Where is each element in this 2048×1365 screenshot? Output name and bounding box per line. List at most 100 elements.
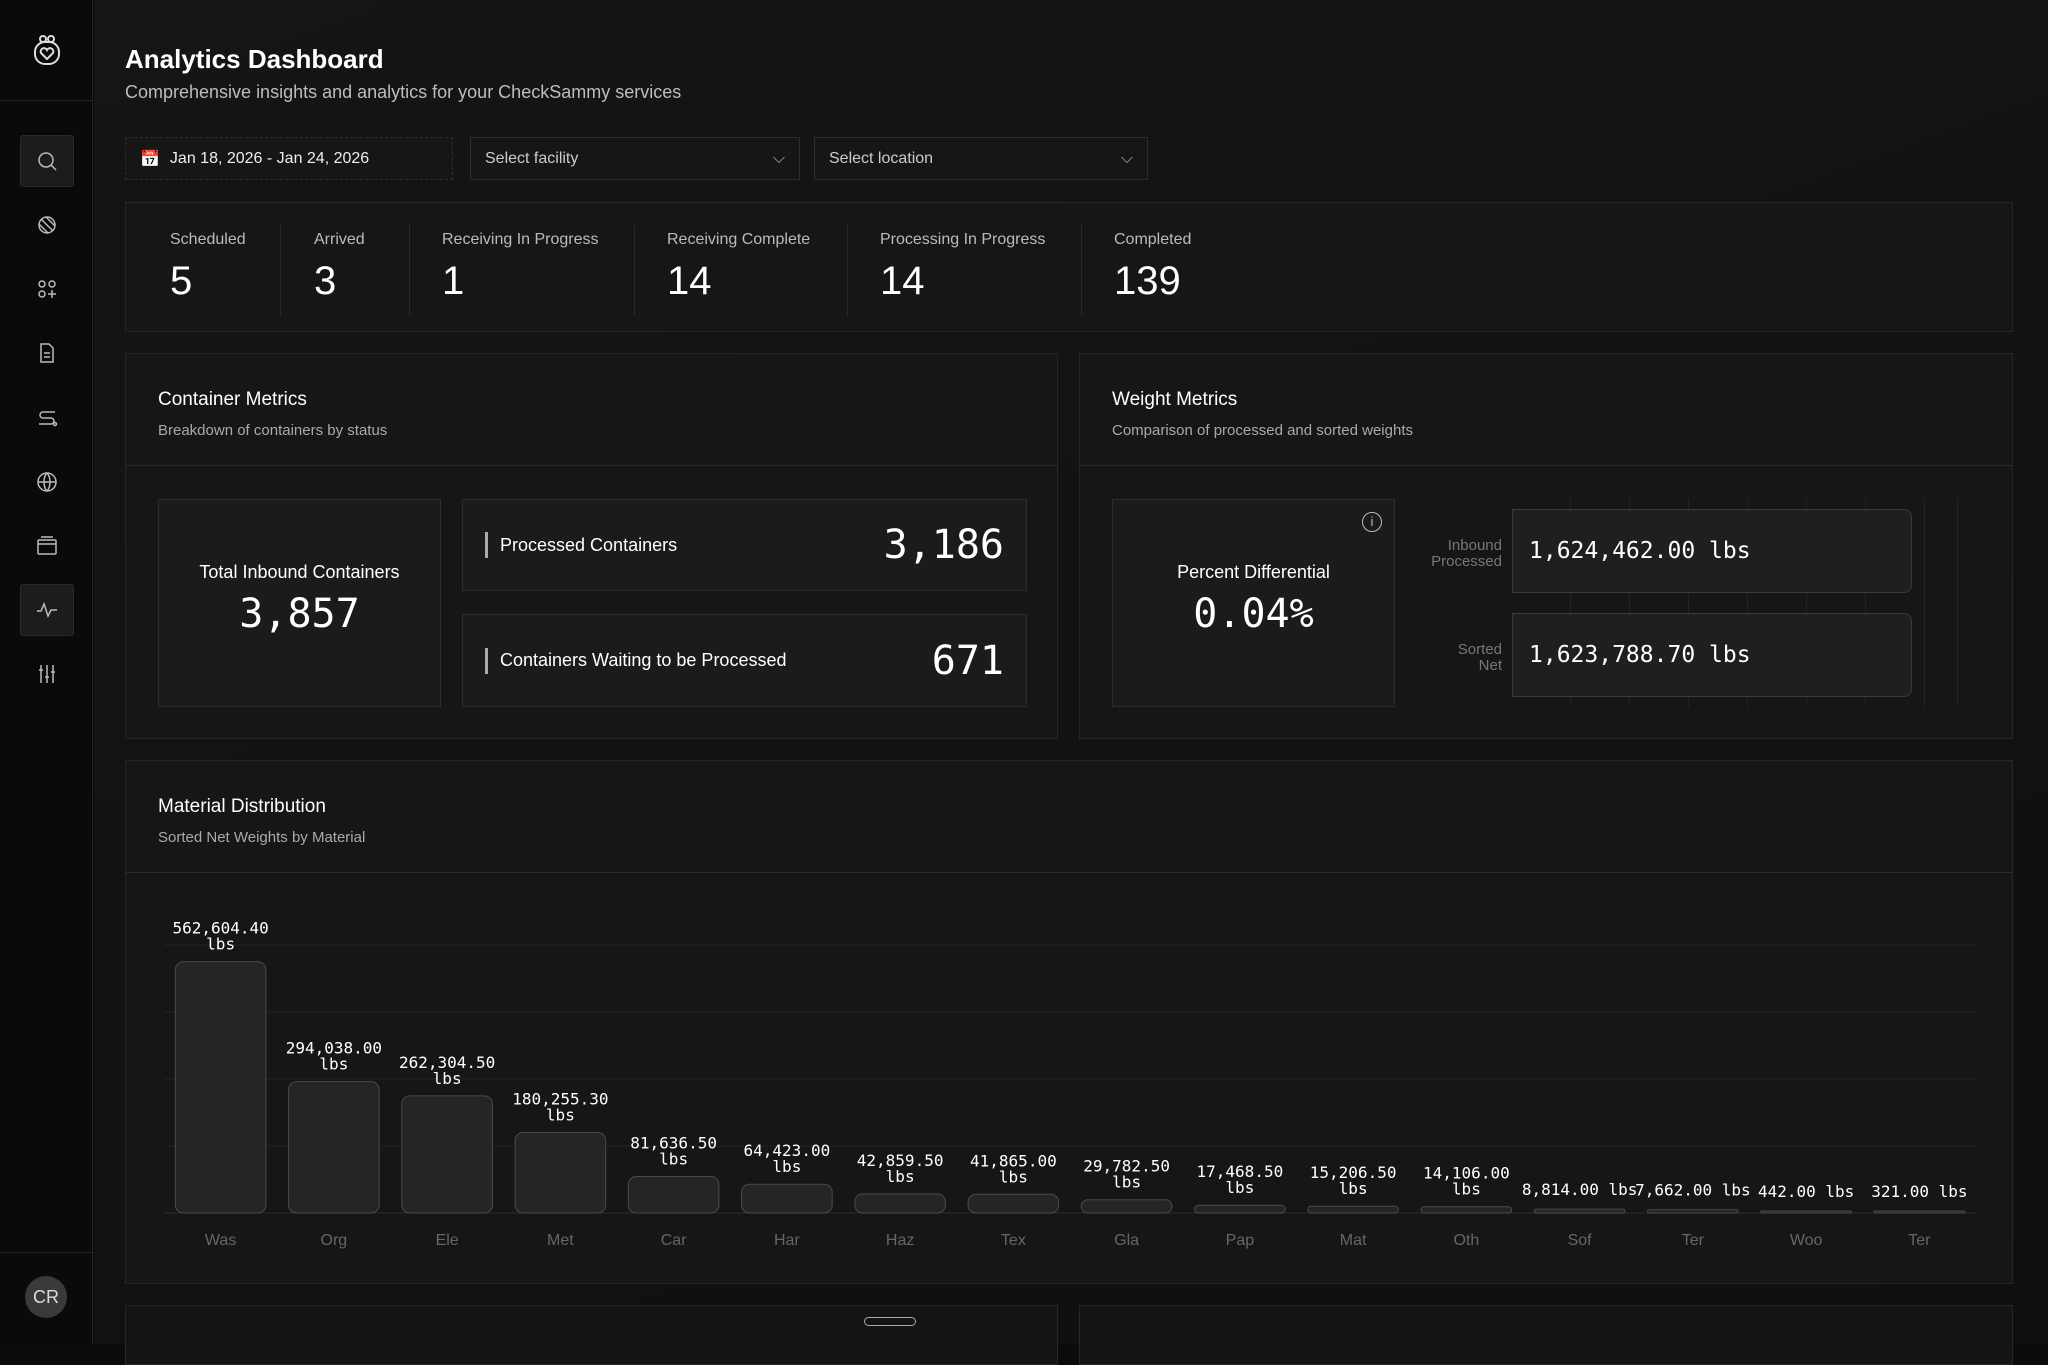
divider [847,225,848,315]
x-tick-label: Haz [886,1232,914,1249]
sidebar-item-search[interactable] [20,135,74,187]
divider [634,225,635,315]
page-title: Analytics Dashboard [125,44,384,74]
location-placeholder: Select location [829,149,934,167]
data-label-unit: lbs [319,1055,348,1074]
logo[interactable] [0,0,93,101]
stat-value: 14 [880,259,925,303]
location-select[interactable]: Select location ⌵ [814,137,1148,180]
x-tick-label: Mat [1340,1232,1367,1249]
stat-scheduled: Scheduled 5 [170,231,246,304]
data-label-unit: lbs [433,1069,462,1088]
divider [1080,465,2012,466]
card-subtitle: Sorted Net Weights by Material [158,829,366,846]
x-tick-label: Oth [1453,1232,1479,1249]
sidebar: CR [0,0,93,1344]
sidebar-item-materials[interactable] [20,199,74,251]
scroll-handle[interactable] [864,1317,916,1326]
data-label: 294,038.00 [286,1039,382,1058]
divider [126,872,2012,873]
sidebar-item-globe[interactable] [20,456,74,508]
stat-label: Receiving Complete [667,231,811,248]
avatar[interactable]: CR [25,1276,67,1318]
data-label-unit: lbs [999,1167,1028,1186]
processed-label: Processed Containers [500,534,678,555]
data-label-unit: lbs [659,1150,688,1169]
sidebar-item-analytics[interactable] [20,584,74,636]
stat-label: Arrived [314,231,365,248]
data-label: 262,304.50 [399,1053,495,1072]
document-icon [40,343,54,363]
data-label: 8,814.00 lbs [1522,1180,1638,1199]
main-content: Analytics Dashboard Comprehensive insigh… [94,0,2048,1365]
sidebar-item-apps[interactable] [20,263,74,315]
stat-label: Completed [1114,231,1192,248]
bottom-right-card [1079,1305,2013,1365]
bar-woo [1760,1210,1852,1214]
stat-arrived: Arrived 3 [314,231,365,304]
data-label-unit: lbs [886,1167,915,1186]
total-inbound-value: 3,857 [239,591,360,637]
stat-value: 14 [667,259,712,303]
x-tick-label: Ter [1908,1232,1931,1249]
stat-receiving-in-progress: Receiving In Progress 1 [442,231,599,304]
data-label: 41,865.00 [970,1151,1057,1170]
total-inbound-label: Total Inbound Containers [199,562,400,582]
processed-value: 3,186 [883,522,1004,568]
calendar-icon: 📅 [140,150,160,168]
wallet-icon [37,536,57,555]
search-icon [38,152,57,171]
divider [1081,225,1082,315]
date-range-picker[interactable]: 📅 Jan 18, 2026 - Jan 24, 2026 [125,137,453,180]
sidebar-item-settings[interactable] [20,648,74,700]
data-label: 14,106.00 [1423,1164,1510,1183]
bar-org [288,1081,380,1214]
sidebar-item-routes[interactable] [20,392,74,444]
data-label: 321.00 lbs [1871,1182,1967,1201]
accent-bar [485,532,488,558]
bar-tex [967,1193,1060,1214]
bar-oth [1420,1206,1513,1214]
materials-icon [38,216,56,234]
card-title: Container Metrics [158,389,307,410]
activity-icon [37,601,57,618]
x-tick-label: Pap [1226,1232,1255,1249]
total-inbound-box: Total Inbound Containers 3,857 [158,499,441,707]
sorted-label: Sorted Net [1458,642,1502,674]
inbound-processed-bar: 1,624,462.00 lbs [1512,509,1912,593]
inbound-label-line: Processed [1431,553,1502,570]
stat-label: Scheduled [170,231,246,248]
card-title: Weight Metrics [1112,389,1238,410]
stat-label: Processing In Progress [880,231,1046,248]
stat-processing-in-progress: Processing In Progress 14 [880,231,1045,304]
chevron-down-icon: ⌵ [772,149,785,167]
bar-ter [1647,1209,1739,1214]
waiting-label: Containers Waiting to be Processed [500,650,787,670]
x-tick-label: Gla [1114,1232,1139,1249]
waiting-containers-box: Containers Waiting to be Processed 671 [462,614,1027,707]
bar-gla [1080,1199,1173,1214]
x-tick-label: Har [774,1232,800,1249]
status-stats-card: Scheduled 5 Arrived 3 Receiving In Progres… [125,202,2013,332]
sidebar-divider [0,1252,93,1253]
facility-select[interactable]: Select facility ⌵ [470,137,800,180]
route-icon [39,411,58,427]
divider [126,465,1057,466]
data-label-unit: lbs [1339,1179,1368,1198]
accent-bar [485,647,488,674]
data-label-unit: lbs [1225,1178,1254,1197]
bottom-left-card [125,1305,1058,1365]
page-subtitle: Comprehensive insights and analytics for… [125,82,682,102]
waiting-value: 671 [931,637,1004,684]
data-label-unit: lbs [1452,1180,1481,1199]
date-range-value: Jan 18, 2026 - Jan 24, 2026 [169,149,370,167]
bar-was [174,961,267,1214]
card-subtitle: Breakdown of containers by status [158,422,388,439]
inbound-label: Inbound Processed [1431,538,1502,570]
stat-label: Receiving In Progress [442,231,599,248]
x-tick-label: Ele [436,1232,459,1249]
info-icon[interactable]: i [1362,512,1382,532]
sidebar-item-documents[interactable] [20,327,74,379]
stat-value: 1 [442,259,465,303]
sidebar-item-wallet[interactable] [20,520,74,572]
